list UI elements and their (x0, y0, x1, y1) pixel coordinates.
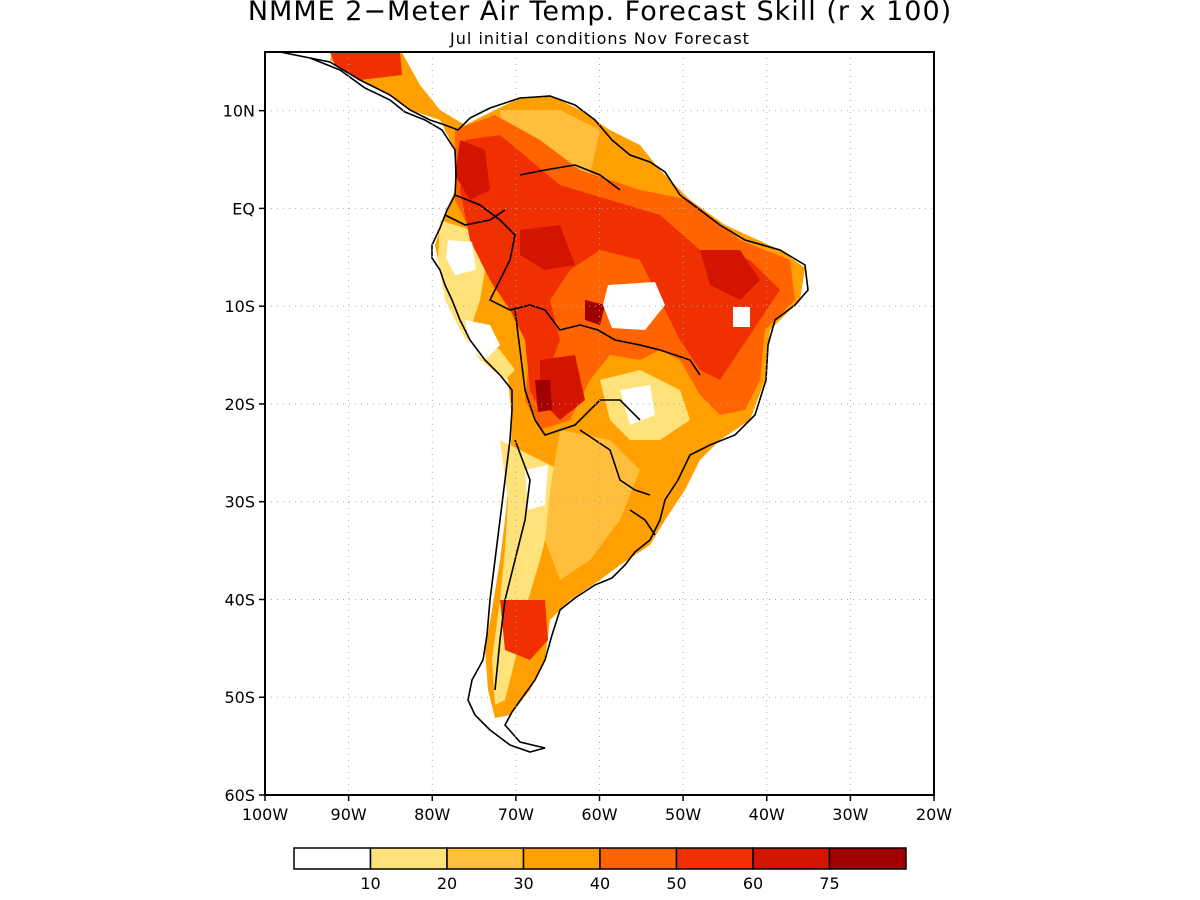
legend-swatch (828, 847, 907, 870)
country-border (454, 194, 701, 376)
high-skill-patch (455, 140, 490, 200)
high-skill-patch (330, 52, 402, 80)
lon-tick-label: 30W (832, 805, 868, 824)
map-title: NMME 2−Meter Air Temp. Forecast Skill (r… (247, 0, 953, 27)
legend-swatch (522, 847, 601, 870)
legend-swatch (446, 847, 525, 870)
country-border (444, 209, 506, 226)
legend-swatch (675, 847, 754, 870)
lat-tick-label: 40S (224, 590, 255, 609)
lat-tick-label: EQ (232, 199, 255, 218)
lat-tick-label: 10S (224, 297, 255, 316)
legend-swatch (293, 847, 372, 870)
map-subtitle: Jul initial conditions Nov Forecast (450, 29, 750, 48)
high-skill-patch (700, 250, 760, 300)
country-border (629, 509, 656, 536)
legend-label: 30 (513, 874, 533, 893)
lat-tick-label: 10N (223, 102, 255, 121)
no-skill-patch (446, 240, 476, 275)
longitude-labels: 100W 90W 80W 70W 60W 50W 40W 30W 20W (242, 805, 952, 824)
country-border (519, 164, 621, 191)
no-skill-patch (603, 282, 665, 330)
high-skill-patch (500, 600, 548, 660)
high-skill-patch (460, 135, 780, 410)
legend-label: 40 (590, 874, 610, 893)
lat-tick-label: 50S (224, 688, 255, 707)
legend-label: 50 (666, 874, 686, 893)
plot-frame (264, 51, 935, 796)
coastline-and-borders (279, 52, 809, 753)
legend-swatch (599, 847, 678, 870)
skill-field (330, 52, 805, 718)
lon-tick-label: 50W (665, 805, 701, 824)
legend-label: 75 (819, 874, 839, 893)
legend-swatch (369, 847, 448, 870)
no-skill-patch (525, 465, 548, 510)
lon-tick-label: 20W (916, 805, 952, 824)
color-legend: 10 20 30 40 50 60 75 (293, 847, 907, 893)
country-border (514, 309, 641, 436)
no-skill-patch (620, 385, 655, 425)
latitude-labels: 10N EQ 10S 20S 30S 40S 50S 60S (223, 102, 255, 805)
lon-tick-label: 80W (414, 805, 450, 824)
lon-tick-label: 90W (331, 805, 367, 824)
no-skill-patch (465, 320, 500, 360)
lat-tick-label: 20S (224, 395, 255, 414)
lat-tick-label: 30S (224, 493, 255, 512)
legend-swatch (752, 847, 831, 870)
lon-tick-label: 70W (498, 805, 534, 824)
lon-tick-label: 100W (242, 805, 289, 824)
lon-tick-label: 40W (749, 805, 785, 824)
high-skill-patch (520, 225, 575, 270)
legend-label: 20 (437, 874, 457, 893)
lat-tick-label: 60S (224, 786, 255, 805)
no-skill-patch (733, 307, 750, 327)
south-america-coastline (279, 52, 809, 753)
country-border (494, 439, 531, 691)
country-border (579, 429, 651, 496)
legend-label: 10 (360, 874, 380, 893)
legend-label: 60 (743, 874, 763, 893)
lon-tick-label: 60W (581, 805, 617, 824)
